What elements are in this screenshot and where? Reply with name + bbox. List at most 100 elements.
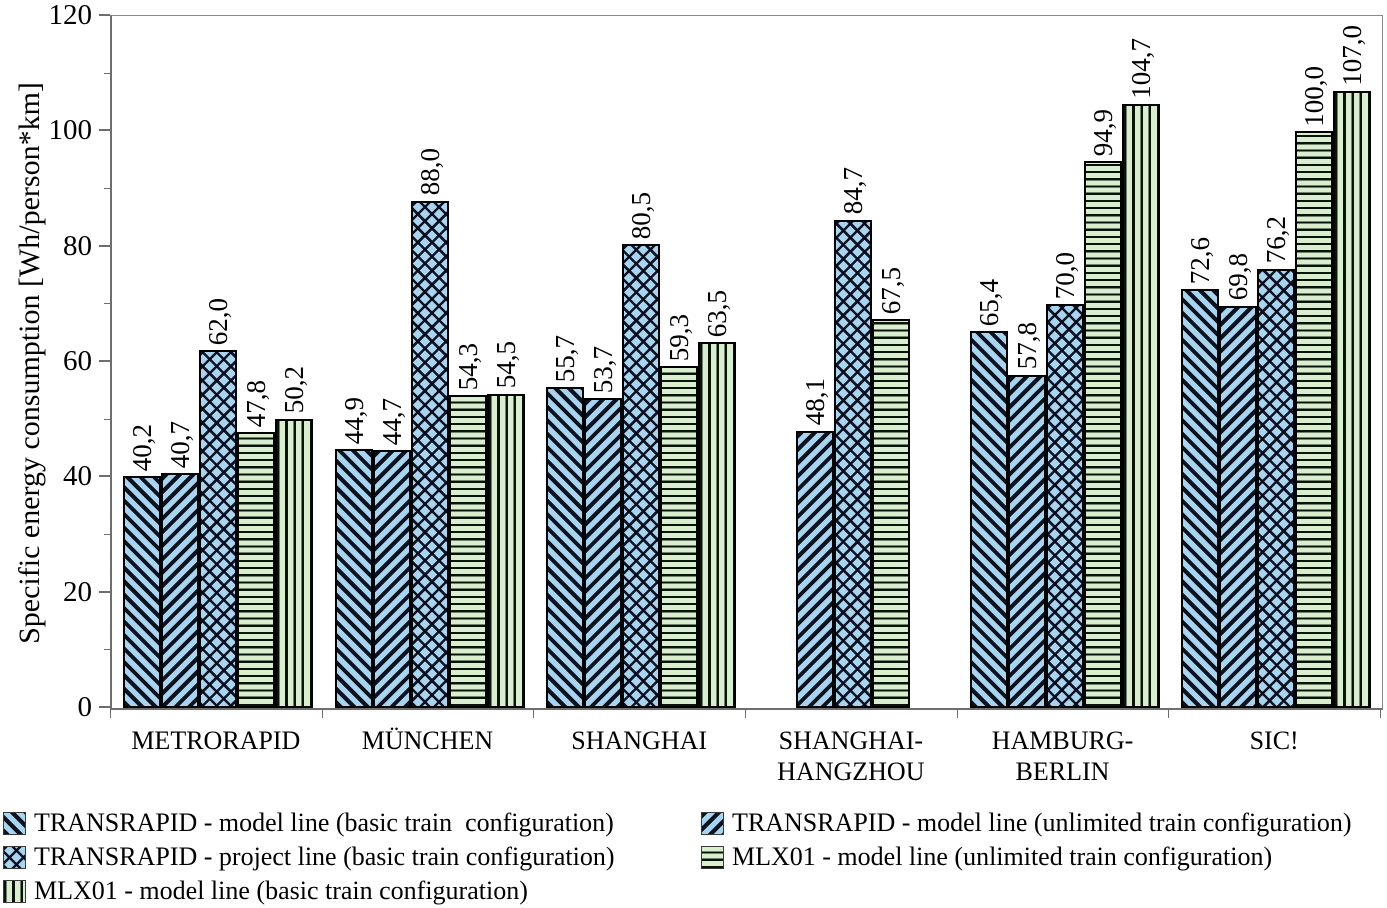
bar-value-label: 59,3 bbox=[664, 313, 695, 362]
bar-sic--s1 bbox=[1181, 289, 1220, 708]
bar-value-label: 53,7 bbox=[588, 346, 619, 394]
legend-column-1: TRANSRAPID - model line (basic train con… bbox=[3, 806, 615, 908]
y-tick-label: 120 bbox=[48, 0, 93, 31]
bar-value-label: 62,0 bbox=[202, 298, 233, 346]
bar-m-nchen-s4 bbox=[448, 394, 487, 708]
bar-value-label: 107,0 bbox=[1337, 25, 1368, 86]
bar-value-label: 69,8 bbox=[1223, 253, 1254, 301]
y-minor-tick bbox=[104, 303, 110, 305]
bar-value-label: 100,0 bbox=[1299, 65, 1330, 127]
bar-sic--s2 bbox=[1219, 305, 1258, 708]
bar-shanghai-s4 bbox=[660, 366, 699, 708]
bar-hamburg-berlin-s5 bbox=[1121, 104, 1160, 708]
x-tick bbox=[533, 709, 535, 718]
bar-metrorapid-s2 bbox=[160, 473, 199, 708]
legend-item: TRANSRAPID - model line (basic train con… bbox=[3, 806, 615, 840]
bar-shanghai-hangzhou-s3 bbox=[833, 219, 872, 708]
legend-item-label: TRANSRAPID - model line (basic train con… bbox=[34, 808, 614, 837]
bar-value-label: 44,7 bbox=[376, 397, 407, 446]
y-tick-label: 60 bbox=[63, 345, 92, 377]
y-tick-label: 80 bbox=[63, 229, 92, 262]
y-major-tick bbox=[99, 706, 110, 708]
bar-metrorapid-s3 bbox=[198, 350, 237, 708]
bar-shanghai-s2 bbox=[584, 398, 623, 708]
x-tick bbox=[1168, 709, 1170, 718]
y-tick-label: 0 bbox=[77, 691, 93, 723]
bar-value-label: 94,9 bbox=[1087, 108, 1118, 156]
x-category-label: SHANGHAI bbox=[571, 726, 708, 755]
vertical-lines-swatch-icon bbox=[3, 879, 26, 903]
crosshatch-swatch-icon bbox=[3, 845, 26, 869]
x-category-label: SHANGHAI- HANGZHOU bbox=[777, 726, 925, 786]
diagonal-up-hatch-swatch-icon bbox=[701, 811, 724, 835]
x-tick bbox=[745, 709, 746, 718]
bar-sic--s3 bbox=[1257, 268, 1296, 708]
legend-item: TRANSRAPID - project line (basic train c… bbox=[3, 840, 615, 874]
bar-shanghai-hangzhou-s2 bbox=[795, 430, 834, 708]
bar-shanghai-s1 bbox=[546, 386, 585, 708]
bar-m-nchen-s2 bbox=[372, 450, 411, 708]
bar-value-label: 70,0 bbox=[1049, 252, 1080, 300]
y-tick-label: 100 bbox=[48, 114, 93, 147]
bar-metrorapid-s5 bbox=[274, 418, 313, 708]
bar-hamburg-berlin-s3 bbox=[1045, 304, 1084, 708]
y-minor-tick bbox=[104, 72, 110, 74]
bar-value-label: 44,9 bbox=[338, 396, 369, 445]
legend-item-label: MLX01 - model line (unlimited train conf… bbox=[732, 842, 1273, 871]
bar-sic--s5 bbox=[1333, 90, 1372, 708]
y-major-tick bbox=[99, 590, 110, 593]
bar-value-label: 54,3 bbox=[452, 342, 483, 390]
bar-shanghai-s3 bbox=[622, 243, 661, 708]
y-major-tick bbox=[99, 475, 110, 478]
legend-item-label: MLX01 - model line (basic train configur… bbox=[34, 876, 528, 905]
legend-item: MLX01 - model line (basic train configur… bbox=[3, 874, 615, 908]
bar-value-label: 63,5 bbox=[702, 289, 733, 337]
bar-value-label: 40,7 bbox=[164, 421, 195, 469]
bar-value-label: 88,0 bbox=[414, 148, 445, 196]
diagonal-down-hatch-swatch-icon bbox=[3, 811, 26, 835]
x-category-label: SIC! bbox=[1249, 726, 1299, 755]
x-tick bbox=[956, 709, 958, 718]
bar-metrorapid-s1 bbox=[122, 476, 161, 708]
x-category-label: HAMBURG- BERLIN bbox=[991, 726, 1134, 786]
y-minor-tick bbox=[104, 534, 110, 535]
bar-value-label: 65,4 bbox=[973, 278, 1004, 326]
bar-value-label: 76,2 bbox=[1261, 216, 1292, 264]
y-tick-label: 40 bbox=[63, 460, 92, 493]
bar-m-nchen-s3 bbox=[410, 200, 449, 708]
legend-item: MLX01 - model line (unlimited train conf… bbox=[701, 840, 1352, 874]
bar-value-label: 104,7 bbox=[1125, 38, 1156, 100]
bar-metrorapid-s4 bbox=[236, 432, 275, 708]
legend-item-label: TRANSRAPID - model line (unlimited train… bbox=[732, 808, 1352, 837]
plot-area: 40,2 44,9 55,7 65,4 72,6 40,7 44,7 53,7 48,1 57,8… bbox=[110, 15, 1383, 710]
y-minor-tick bbox=[104, 188, 110, 189]
bar-value-label: 72,6 bbox=[1185, 237, 1216, 285]
bar-m-nchen-s5 bbox=[486, 393, 525, 708]
bar-value-label: 47,8 bbox=[240, 380, 271, 428]
y-major-tick bbox=[99, 244, 110, 247]
bar-sic--s4 bbox=[1295, 131, 1334, 708]
bar-value-label: 57,8 bbox=[1011, 322, 1042, 370]
bar-value-label: 48,1 bbox=[799, 378, 830, 426]
legend-item: TRANSRAPID - model line (unlimited train… bbox=[701, 806, 1352, 840]
y-major-tick bbox=[99, 360, 110, 362]
bar-value-label: 80,5 bbox=[626, 191, 657, 239]
bar-m-nchen-s1 bbox=[334, 449, 373, 708]
y-tick-label: 20 bbox=[63, 575, 92, 608]
legend-column-2: TRANSRAPID - model line (unlimited train… bbox=[701, 806, 1352, 874]
bar-hamburg-berlin-s1 bbox=[969, 330, 1008, 708]
bar-value-label: 50,2 bbox=[278, 366, 309, 414]
bar-shanghai-hangzhou-s4 bbox=[871, 318, 910, 708]
x-tick bbox=[1380, 709, 1381, 718]
x-category-label: MÜNCHEN bbox=[361, 726, 494, 755]
bar-value-label: 67,5 bbox=[875, 266, 906, 314]
y-minor-tick bbox=[104, 649, 110, 651]
y-major-tick bbox=[99, 14, 110, 16]
bar-value-label: 84,7 bbox=[837, 167, 868, 215]
y-major-tick bbox=[99, 129, 110, 132]
x-tick bbox=[321, 709, 323, 718]
bar-shanghai-s5 bbox=[698, 341, 737, 708]
bar-value-label: 54,5 bbox=[490, 341, 521, 389]
bar-hamburg-berlin-s2 bbox=[1007, 374, 1046, 708]
